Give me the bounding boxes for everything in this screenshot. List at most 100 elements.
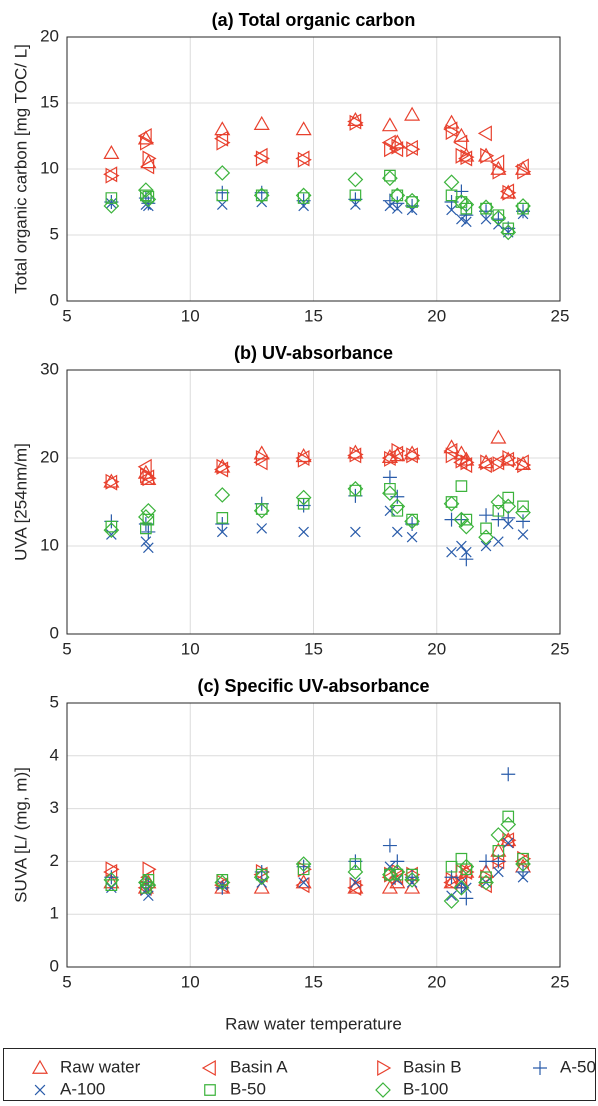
data-point	[215, 517, 230, 531]
data-point	[446, 890, 457, 902]
data-point	[460, 863, 473, 876]
data-point	[478, 529, 494, 546]
data-point	[461, 216, 472, 228]
data-point	[492, 504, 505, 517]
data-point	[514, 158, 529, 175]
legend-marker	[31, 1059, 49, 1074]
data-point	[382, 470, 397, 485]
legend-label: Raw water	[60, 1057, 141, 1076]
data-point	[446, 204, 457, 216]
data-point	[490, 429, 507, 444]
data-point	[297, 451, 312, 468]
data-point	[443, 893, 460, 909]
data-point	[404, 106, 421, 121]
data-point	[406, 196, 418, 208]
y-tick-label: 2	[50, 851, 59, 870]
data-point	[403, 447, 418, 464]
y-tick-label: 10	[40, 535, 59, 554]
data-point	[478, 199, 494, 216]
data-point	[389, 447, 406, 462]
data-point	[391, 442, 406, 459]
data-point	[443, 439, 460, 454]
x-axis-label: Raw water temperature	[225, 1014, 402, 1033]
y-tick-label: 20	[40, 26, 59, 45]
data-point	[459, 552, 474, 567]
data-point	[517, 852, 529, 865]
plot-frame	[66, 36, 561, 302]
legend-marker	[533, 1061, 547, 1075]
data-point	[477, 457, 492, 474]
data-point	[350, 526, 361, 538]
data-point	[455, 452, 470, 469]
data-point	[389, 187, 406, 204]
data-point	[214, 461, 229, 478]
data-point	[382, 838, 397, 853]
data-point	[138, 509, 154, 525]
data-point	[140, 502, 157, 519]
data-point	[514, 454, 529, 471]
data-point	[458, 196, 475, 213]
data-point	[214, 487, 231, 503]
data-point	[491, 854, 506, 869]
data-point	[253, 147, 268, 164]
data-point	[445, 871, 460, 888]
data-point	[137, 127, 152, 145]
x-tick-label: 15	[304, 639, 323, 658]
data-point	[500, 498, 517, 515]
data-point	[458, 457, 473, 474]
data-point	[105, 473, 120, 490]
data-point	[477, 125, 492, 142]
data-point	[500, 224, 517, 241]
x-tick-label: 25	[551, 306, 570, 325]
x-tick-label: 10	[181, 306, 200, 325]
data-point	[253, 502, 270, 519]
data-point	[516, 514, 531, 529]
data-point	[214, 458, 231, 473]
data-point	[253, 115, 270, 130]
chart-title: (b) UV-absorbance	[234, 343, 393, 363]
x-tick-label: 25	[551, 639, 570, 658]
data-point	[391, 504, 404, 517]
data-point	[492, 456, 507, 473]
x-tick-label: 5	[62, 639, 71, 658]
data-point	[389, 498, 406, 515]
data-point	[384, 169, 396, 182]
legend-label: Basin A	[230, 1057, 288, 1076]
data-point	[502, 810, 515, 823]
y-tick-label: 1	[50, 904, 59, 923]
data-point	[459, 208, 474, 223]
data-point	[517, 202, 529, 215]
data-point	[142, 861, 157, 878]
data-point	[253, 879, 270, 894]
data-point	[142, 874, 155, 886]
data-point	[297, 497, 310, 510]
data-point	[216, 189, 229, 202]
data-point	[480, 213, 492, 225]
data-point	[103, 522, 120, 539]
data-point	[445, 496, 458, 508]
data-point	[142, 150, 157, 167]
data-point	[389, 445, 404, 462]
data-point	[493, 536, 504, 547]
data-point	[142, 470, 157, 487]
data-point	[404, 879, 421, 894]
data-point	[446, 546, 457, 558]
data-point	[443, 874, 458, 891]
data-point	[295, 489, 312, 506]
data-point	[478, 454, 495, 469]
data-point	[461, 546, 472, 558]
data-point	[390, 854, 405, 869]
data-point	[391, 203, 403, 214]
data-point	[453, 511, 470, 528]
data-point	[500, 451, 517, 466]
data-point	[478, 874, 494, 891]
data-point	[445, 124, 460, 141]
data-point	[216, 134, 231, 151]
data-point	[456, 213, 467, 225]
data-point	[350, 877, 361, 888]
data-point	[406, 868, 418, 881]
data-point	[105, 879, 118, 892]
data-point	[381, 134, 396, 151]
data-point	[492, 163, 507, 180]
data-point	[381, 879, 398, 894]
